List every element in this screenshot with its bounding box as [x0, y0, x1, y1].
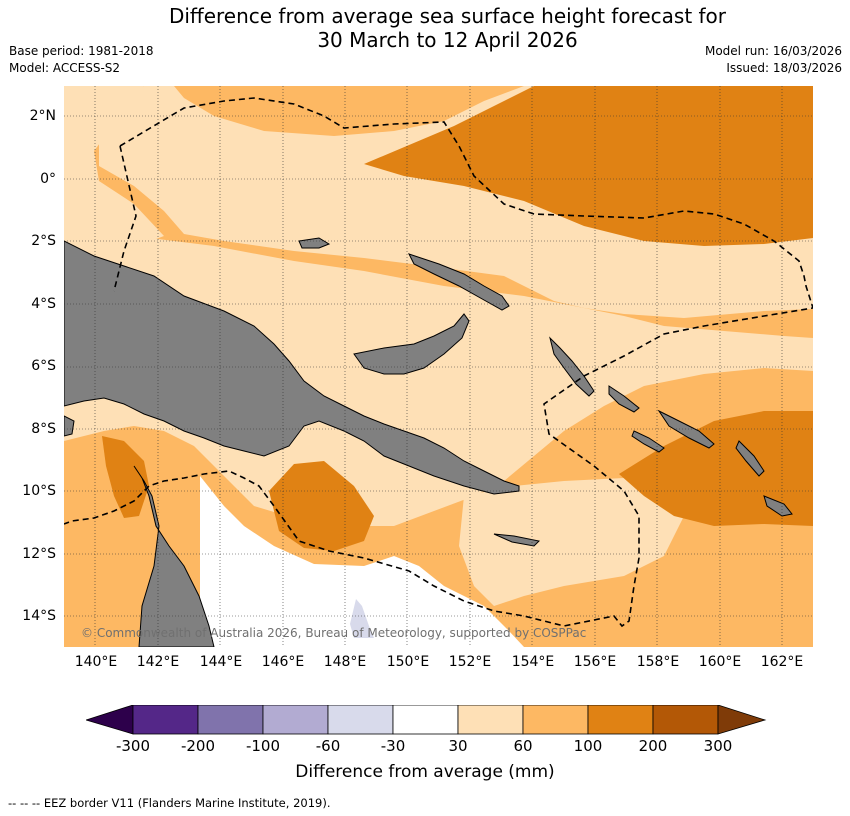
anomaly-100-200-coral: [269, 461, 374, 551]
land-new-ireland: [408, 253, 510, 311]
map-grid: [64, 86, 813, 647]
eez-border: [64, 97, 813, 628]
anomaly-100-200-gulf: [102, 436, 149, 518]
land-solomon-4: [735, 440, 765, 477]
colorbar-label: Difference from average (mm): [295, 762, 555, 782]
colorbar-bin-3: [262, 705, 329, 735]
issued-date: Issued: 18/03/2026: [726, 61, 842, 75]
colorbar-tick-300: 300: [703, 737, 733, 755]
land-cape-york: [133, 465, 215, 647]
map-area[interactable]: [64, 86, 813, 647]
land-new-britain: [353, 313, 470, 375]
anomaly-100-200-north: [364, 86, 813, 246]
map-svg: [64, 86, 813, 647]
lon-label-140: 140°E: [74, 654, 118, 670]
colorbar-bin-9: [652, 705, 719, 735]
colorbar: [86, 705, 767, 735]
colorbar-bin-8: [587, 705, 654, 735]
anomaly-negative-patch: [350, 599, 374, 638]
colorbar-low-arrow: [86, 705, 134, 735]
lon-label-144: 144°E: [199, 654, 243, 670]
lon-label-160: 160°E: [698, 654, 742, 670]
lat-label-4s: 4°S: [31, 296, 56, 312]
land-solomon-2: [657, 409, 715, 449]
colorbar-tick-100: 100: [573, 737, 603, 755]
copyright-notice: © Commonwealth of Australia 2026, Bureau…: [81, 626, 587, 640]
anomaly-30-60-west: [64, 86, 164, 256]
lon-label-152: 152°E: [448, 654, 492, 670]
lat-label-0: 0°: [40, 171, 56, 187]
colorbar-bin-7: [522, 705, 589, 735]
lat-label-2n: 2°N: [29, 108, 56, 124]
model-name: Model: ACCESS-S2: [9, 61, 121, 75]
lon-label-158: 158°E: [636, 654, 680, 670]
lat-label-14s: 14°S: [22, 608, 56, 624]
anomaly-near-zero-south: [200, 476, 524, 647]
land-louisiade: [493, 533, 541, 547]
title-line-1: Difference from average sea surface heig…: [168, 4, 727, 28]
colorbar-high-arrow: [717, 705, 767, 735]
meta-right: Model run: 16/03/2026 Issued: 18/03/2026: [705, 43, 842, 77]
colorbar-tick-m30: -30: [380, 737, 406, 755]
colorbar-bin-1: [132, 705, 199, 735]
colorbar-tick-60: 60: [513, 737, 533, 755]
colorbar-tick-200: 200: [638, 737, 668, 755]
lon-label-146: 146°E: [261, 654, 305, 670]
lat-label-6s: 6°S: [31, 358, 56, 374]
lon-label-154: 154°E: [511, 654, 555, 670]
lat-label-10s: 10°S: [22, 483, 56, 499]
colorbar-bin-5: [392, 705, 459, 735]
land-west-coast: [64, 415, 75, 437]
lat-label-8s: 8°S: [31, 421, 56, 437]
anomaly-30-60-central: [64, 236, 813, 526]
lon-label-150: 150°E: [386, 654, 430, 670]
chart-title: Difference from average sea surface heig…: [0, 4, 850, 52]
colorbar-tick-m300: -300: [115, 737, 151, 755]
base-period: Base period: 1981-2018: [9, 44, 154, 58]
land-manus: [298, 237, 331, 249]
meta-left: Base period: 1981-2018 Model: ACCESS-S2: [9, 43, 154, 77]
land-solomon-3: [631, 430, 665, 453]
colorbar-tick-m60: -60: [315, 737, 341, 755]
land-solomon-5: [763, 495, 793, 517]
lat-label-2s: 2°S: [31, 233, 56, 249]
colorbar-bin-4: [327, 705, 394, 735]
lon-label-148: 148°E: [323, 654, 367, 670]
lat-label-12s: 12°S: [22, 546, 56, 562]
colorbar-bin-6: [457, 705, 524, 735]
anomaly-30-60-southeast: [459, 478, 684, 606]
land-new-guinea: [64, 240, 520, 495]
lon-label-156: 156°E: [573, 654, 617, 670]
eez-footnote: -- -- -- EEZ border V11 (Flanders Marine…: [8, 796, 331, 810]
colorbar-tick-30: 30: [448, 737, 468, 755]
title-line-2: 30 March to 12 April 2026: [317, 28, 578, 52]
lon-label-142: 142°E: [136, 654, 180, 670]
colorbar-bin-2: [197, 705, 264, 735]
land-solomon-1: [608, 385, 640, 413]
colorbar-tick-m200: -200: [180, 737, 216, 755]
lon-label-162: 162°E: [760, 654, 804, 670]
model-run: Model run: 16/03/2026: [704, 44, 842, 58]
colorbar-tick-m100: -100: [245, 737, 281, 755]
